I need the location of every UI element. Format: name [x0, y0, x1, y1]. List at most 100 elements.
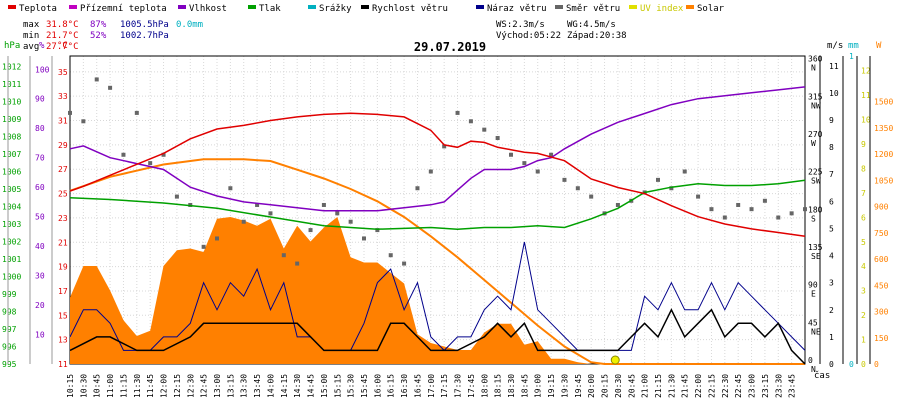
- tick-time: 19:45: [574, 374, 583, 398]
- tick-ms: 6: [829, 197, 834, 206]
- tick-w: 300: [874, 308, 889, 317]
- wind-speed-avg: WS:2.3m/s: [496, 20, 545, 30]
- tick-time: 21:30: [667, 374, 676, 398]
- tick-hpa: 999: [2, 290, 17, 299]
- tick-dir-deg: 225: [808, 168, 823, 177]
- legend: Teplota Přízemní teplota Vlhkost Tlak Srážky…: [8, 4, 725, 14]
- axis-title-pct: %: [39, 41, 45, 51]
- tick-time: 15:15: [333, 374, 342, 398]
- tick-time: 15:00: [320, 374, 329, 398]
- humidity-line: [69, 86, 806, 212]
- legend-item: Solar: [697, 4, 725, 14]
- info-panel: WS:2.3m/s WG:4.5m/s Východ:05:22 Západ:2…: [496, 20, 627, 41]
- tick-dir-deg: 0: [808, 356, 813, 365]
- tick-uv: 0: [861, 360, 866, 369]
- tick-time: 19:30: [560, 374, 569, 398]
- tick-time: 17:00: [427, 374, 436, 398]
- tick-degc: 33: [58, 92, 68, 101]
- wind-dir-point: [295, 261, 300, 266]
- wind-dir-point: [535, 169, 540, 174]
- wind-dir-point: [108, 85, 113, 90]
- wind-dir-point: [468, 119, 473, 124]
- tick-time: 18:45: [520, 374, 529, 398]
- tick-mm: 1: [849, 52, 854, 61]
- legend-swatch: [686, 5, 694, 9]
- tick-hpa: 1003: [2, 220, 21, 229]
- wind-dir-point: [81, 119, 86, 124]
- legend-item: Srážky: [319, 4, 352, 14]
- tick-ms: 4: [829, 252, 834, 261]
- wind-dir-point: [228, 186, 233, 191]
- wind-dir-point: [776, 215, 781, 220]
- wind-dir-point: [442, 144, 447, 149]
- tick-time: 10:45: [93, 374, 102, 398]
- legend-swatch: [361, 5, 369, 9]
- axes: 9959969979989991000100110021003100410051…: [2, 52, 893, 398]
- tick-dir-deg: 135: [808, 243, 823, 252]
- tick-degc: 13: [58, 336, 68, 345]
- tick-hpa: 1006: [2, 168, 21, 177]
- legend-swatch: [178, 5, 186, 9]
- legend-swatch: [248, 5, 256, 9]
- wind-dir-point: [495, 136, 500, 141]
- tick-degc: 17: [58, 287, 68, 296]
- sunrise: Východ:05:22: [496, 31, 561, 41]
- wind-dir-point: [174, 194, 179, 199]
- tick-ms: 8: [829, 143, 834, 152]
- wind-gust-line: [69, 241, 806, 352]
- tick-dir-label: E: [811, 290, 816, 299]
- legend-item: Směr větru: [566, 4, 620, 14]
- tick-degc: 21: [58, 238, 68, 247]
- solar-area: [70, 217, 805, 364]
- tick-time: 21:00: [641, 374, 650, 398]
- tick-time: 22:15: [707, 374, 716, 398]
- tick-uv: 1: [861, 336, 866, 345]
- wind-dir-point: [94, 77, 99, 82]
- tick-ms: 0: [829, 360, 834, 369]
- tick-w: 900: [874, 203, 889, 212]
- tick-time: 23:00: [748, 374, 757, 398]
- tick-dir-label: SW: [811, 177, 821, 186]
- wind-dir-point: [215, 236, 219, 241]
- tick-time: 10:15: [66, 374, 75, 398]
- tick-time: 19:15: [547, 374, 556, 398]
- legend-swatch: [629, 5, 637, 9]
- tick-time: 11:00: [106, 374, 115, 398]
- tick-ms: 3: [829, 279, 834, 288]
- wind-dir-point: [241, 219, 246, 224]
- tick-dir-label: NW: [811, 101, 821, 110]
- tick-time: 11:15: [119, 374, 128, 398]
- axis-title-ms: m/s: [827, 41, 843, 51]
- wind-dir-point: [362, 236, 366, 241]
- stat-min-label: min: [23, 31, 39, 41]
- tick-pct: 40: [35, 242, 45, 251]
- stat-avg-temp: 27.7°C: [46, 42, 79, 52]
- tick-w: 150: [874, 334, 889, 343]
- stat-avg-label: avg: [23, 42, 39, 52]
- tick-uv: 9: [861, 140, 866, 149]
- wind-dir-point: [121, 152, 126, 157]
- tick-ms: 1: [829, 333, 834, 342]
- tick-w: 1500: [874, 98, 893, 107]
- wind-dir-point: [375, 228, 380, 233]
- wind-dir-point: [415, 186, 420, 191]
- tick-time: 17:15: [440, 374, 449, 398]
- tick-dir-deg: 315: [808, 92, 823, 101]
- tick-time: 19:00: [534, 374, 543, 398]
- wind-dir-point: [348, 219, 353, 224]
- wind-dir-point: [281, 253, 286, 258]
- tick-time: 12:15: [173, 374, 182, 398]
- wind-dir-point: [803, 207, 807, 212]
- legend-item: Vlhkost: [189, 4, 227, 14]
- tick-time: 14:15: [280, 374, 289, 398]
- tick-uv: 4: [861, 262, 866, 271]
- wind-dir-point: [201, 244, 206, 249]
- tick-uv: 5: [861, 238, 866, 247]
- tick-w: 1050: [874, 176, 893, 185]
- wind-dir-point: [736, 202, 741, 207]
- axis-title-degc: °C: [57, 41, 68, 51]
- tick-time: 22:30: [721, 374, 730, 398]
- tick-hpa: 998: [2, 308, 17, 317]
- legend-item: Přízemní teplota: [80, 4, 167, 14]
- tick-uv: 7: [861, 189, 866, 198]
